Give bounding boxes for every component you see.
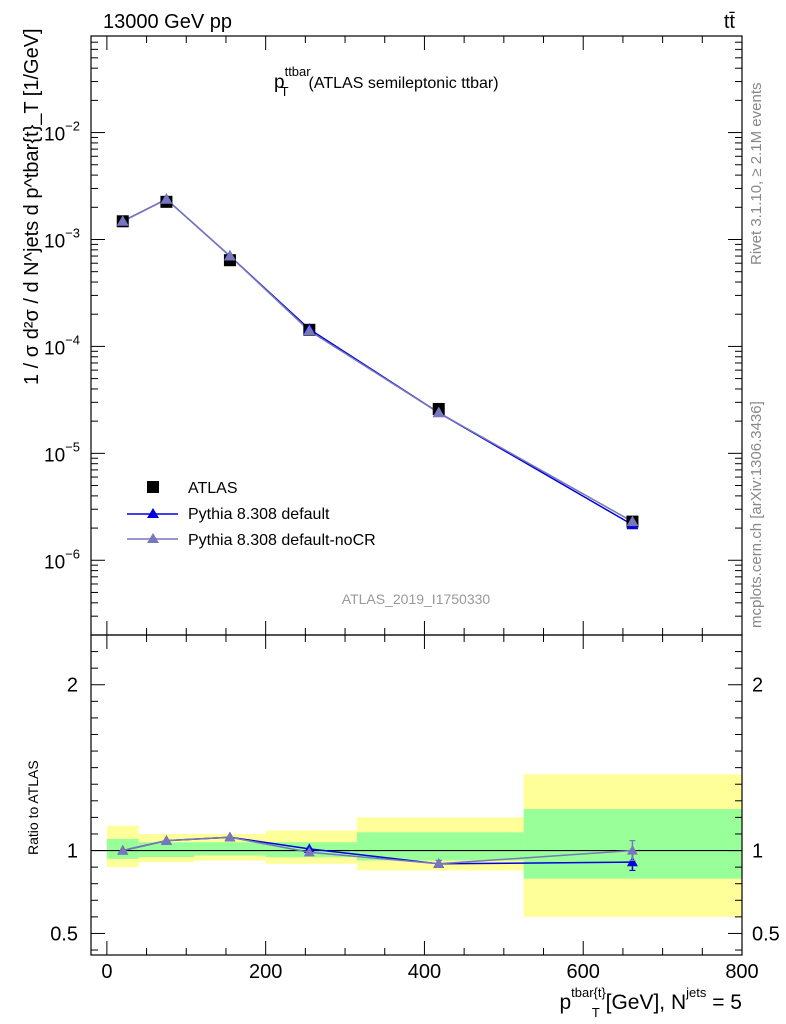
legend: ATLAS Pythia 8.308 default Pythia 8.308 …	[127, 480, 376, 549]
legend-marker-atlas	[147, 481, 159, 493]
process-label: tt̄	[724, 11, 736, 33]
ratio-point-default	[626, 856, 638, 867]
main-series-line-nocr	[122, 198, 633, 523]
ratio-point-nocr	[224, 831, 236, 842]
ratio-y-tick-label-right: 0.5	[752, 923, 780, 945]
x-tick-label: 800	[725, 961, 758, 983]
x-axis-label: ptbar{t} T [GeV], Njets = 5	[559, 985, 742, 1020]
main-point-nocr	[116, 215, 129, 226]
ratio-y-tick-label-right: 1	[752, 841, 763, 863]
ratio-y-tick-label: 2	[67, 675, 78, 697]
ratio-y-tick-label: 0.5	[50, 923, 78, 945]
plot-title: pttbar T (ATLAS semileptonic ttbar)	[274, 64, 499, 99]
ratio-point-nocr	[626, 845, 638, 855]
main-y-axis-label: 1 / σ d²σ / d N^jets d p^tbar{t}_T [1/Ge…	[21, 28, 43, 385]
main-y-tick-label: 10−5	[44, 439, 80, 466]
legend-label-nocr: Pythia 8.308 default-noCR	[188, 532, 376, 549]
main-y-tick-label: 10−2	[44, 119, 80, 146]
main-point-nocr	[160, 193, 173, 204]
main-plot: 10−2 10−3 10−4 10−5 10−6	[44, 35, 743, 636]
main-point-nocr	[303, 324, 316, 336]
main-series-line-default	[122, 198, 633, 526]
rivet-version-label: Rivet 3.1.10, ≥ 2.1M events	[748, 83, 765, 266]
main-y-tick-label: 10−4	[44, 332, 80, 359]
main-y-tick-label: 10−3	[44, 225, 80, 252]
ratio-series-line-nocr	[122, 836, 633, 865]
ratio-y-tick-label-right: 2	[752, 675, 763, 697]
ratio-point-nocr	[160, 835, 172, 845]
ratio-point-nocr	[433, 858, 445, 868]
ratio-band-inner	[194, 842, 266, 856]
energy-label: 13000 GeV pp	[103, 11, 232, 33]
ratio-plot: 0.5 0.5 1 1 2 2 0 200 400 600 800	[50, 635, 780, 983]
x-tick-label: 200	[249, 961, 282, 983]
ratio-band-inner	[138, 842, 195, 858]
ratio-point-nocr	[117, 845, 129, 855]
ratio-band-inner	[356, 832, 524, 861]
x-tick-label: 400	[408, 961, 441, 983]
main-point-nocr	[223, 250, 236, 261]
x-tick-label: 0	[101, 961, 112, 983]
main-y-tick-label: 10−6	[44, 546, 80, 573]
analysis-label: ATLAS_2019_I1750330	[342, 591, 491, 607]
ratio-frame	[90, 634, 743, 956]
legend-marker-nocr	[147, 533, 159, 543]
mcplots-label: mcplots.cern.ch [arXiv:1306.3436]	[748, 401, 765, 628]
main-point-nocr	[432, 406, 445, 418]
legend-marker-default	[147, 508, 159, 518]
ratio-point-nocr	[303, 846, 315, 857]
main-point-nocr	[626, 515, 639, 527]
legend-label-atlas: ATLAS	[188, 480, 238, 497]
ratio-y-axis-label: Ratio to ATLAS	[25, 760, 41, 855]
legend-label-default: Pythia 8.308 default	[188, 506, 330, 523]
x-tick-label: 600	[567, 961, 600, 983]
ratio-y-tick-label: 1	[67, 841, 78, 863]
